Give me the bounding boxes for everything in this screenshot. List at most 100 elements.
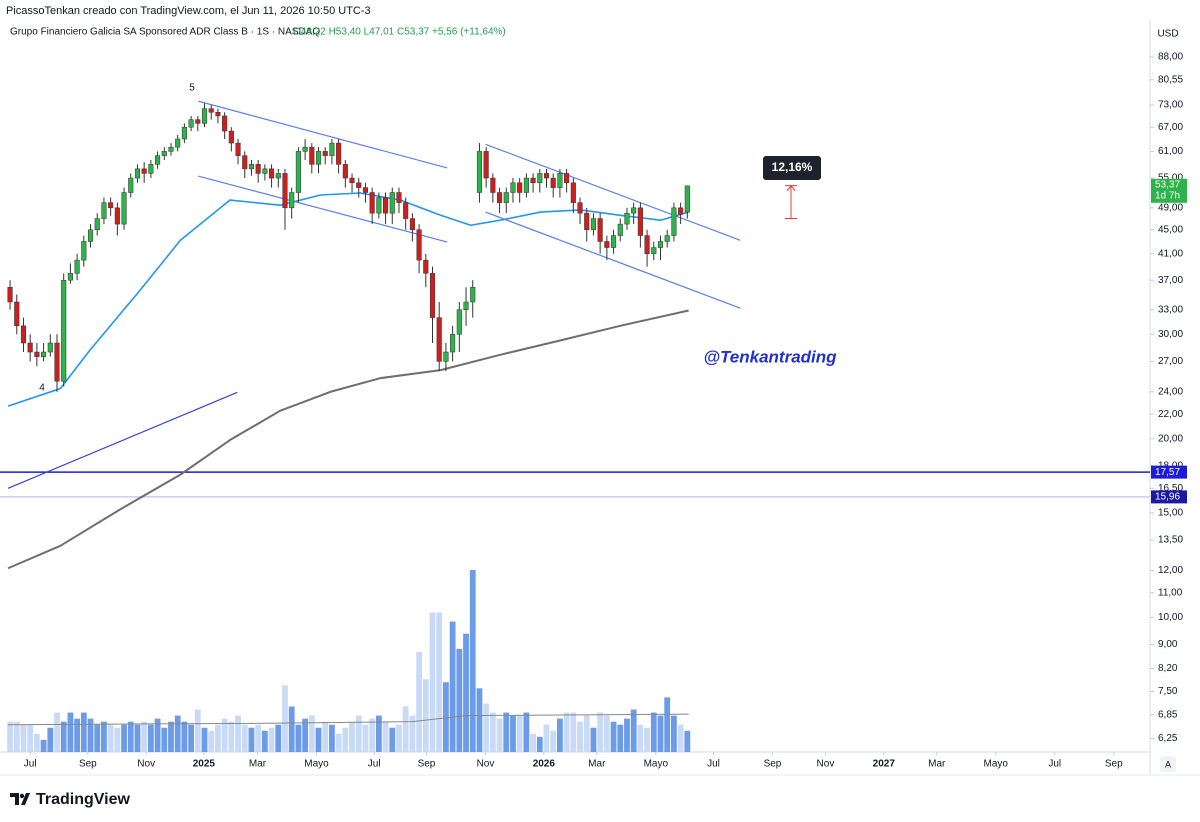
volume-bar	[147, 724, 154, 752]
volume-bar	[342, 727, 349, 752]
candle-body	[41, 351, 47, 357]
auto-scale-label[interactable]: A	[1165, 759, 1171, 769]
candle-body	[463, 301, 469, 310]
candle-body	[74, 259, 80, 274]
volume-bar	[530, 733, 536, 752]
plot: 12,16%	[0, 100, 1150, 752]
y-tick-label: 37,00	[1158, 275, 1183, 286]
candle-body	[570, 182, 576, 203]
volume-bar	[590, 727, 597, 752]
y-tick-label: 8,20	[1158, 663, 1178, 674]
volume-bar	[74, 718, 81, 752]
currency: USD	[1157, 29, 1178, 40]
candle-body	[148, 164, 154, 174]
candle-body	[564, 173, 570, 184]
candle-body	[87, 229, 94, 242]
y-tick-label: 45,00	[1158, 224, 1183, 235]
x-tick-label: Jul	[707, 759, 720, 770]
volume-bar	[194, 709, 201, 752]
y-tick-label: 6,85	[1158, 709, 1178, 720]
volume-bar	[101, 721, 107, 752]
x-tick-label: Mar	[588, 759, 606, 770]
candle-body	[201, 108, 208, 124]
x-tick-label: Mayo	[304, 759, 329, 770]
volume-bar	[60, 721, 67, 752]
candle-body	[114, 207, 120, 225]
candle-body	[664, 235, 670, 242]
volume-bar	[664, 697, 671, 752]
price-label: 15,96	[1155, 492, 1180, 503]
volume-bar	[684, 730, 691, 752]
candle-body	[456, 309, 462, 335]
candle-body	[651, 247, 657, 255]
volume-bar	[349, 721, 355, 752]
volume-bar	[355, 715, 362, 752]
candle-body	[322, 151, 328, 156]
moving-average	[7, 192, 689, 407]
candle-body	[47, 342, 53, 353]
price-label-box	[1151, 465, 1187, 479]
volume-bar	[114, 727, 121, 752]
candle-body	[389, 192, 395, 214]
volume-bar	[416, 651, 422, 752]
y-tick-label: 24,00	[1158, 386, 1183, 397]
volume-bar	[429, 612, 436, 752]
volume-bar	[241, 724, 248, 752]
candle-body	[309, 146, 315, 165]
volume-bar	[255, 724, 262, 752]
candle-body	[342, 164, 348, 179]
volume-bar	[456, 648, 463, 752]
volume-bar	[161, 727, 168, 752]
volume-bar	[469, 570, 476, 752]
volume-bar	[33, 733, 40, 752]
candle-body	[590, 218, 596, 231]
volume-bar	[141, 721, 148, 752]
y-tick-label: 12,00	[1158, 565, 1183, 576]
volume-bar	[617, 724, 624, 752]
candle-body	[315, 151, 322, 165]
volume-bar	[215, 724, 221, 752]
candle-body	[530, 177, 536, 184]
volume-bar	[181, 721, 188, 752]
volume-bar	[54, 712, 60, 752]
volume-bar	[47, 727, 54, 752]
trend-line	[7, 391, 238, 489]
x-tick-label: Mar	[249, 759, 267, 770]
candle-body	[195, 119, 201, 124]
candle-body	[490, 177, 496, 193]
candle-body	[396, 192, 402, 203]
price-label-countdown: 1d 7h	[1155, 190, 1180, 201]
candle-body	[208, 108, 214, 113]
volume-bar	[510, 715, 516, 752]
moving-average	[7, 309, 689, 570]
volume-bar	[463, 633, 469, 752]
candle-body	[644, 235, 650, 255]
volume-bar	[362, 724, 369, 752]
volume-bar	[288, 706, 295, 752]
y-tick-label: 11,00	[1158, 587, 1183, 598]
x-tick-label: 2027	[873, 759, 896, 770]
logo-dot	[19, 793, 25, 799]
candle-body	[503, 192, 509, 203]
volume-bar	[396, 724, 402, 752]
y-tick-label: 73,00	[1158, 100, 1183, 111]
logo	[10, 793, 30, 805]
candle-body	[403, 202, 409, 219]
trend-line	[198, 175, 448, 243]
candle-body	[108, 202, 114, 209]
candle-body	[678, 207, 684, 215]
y-tick-label: 13,50	[1158, 535, 1183, 546]
volume-bar	[650, 712, 657, 752]
volume-bar	[671, 715, 677, 752]
y-tick-label: 7,50	[1158, 686, 1178, 697]
candle-body	[242, 155, 248, 170]
volume-bar	[329, 724, 335, 752]
x-tick-label: Jul	[368, 759, 381, 770]
candle-body	[443, 351, 449, 362]
auto-scale-button[interactable]	[1160, 756, 1176, 772]
volume-bar	[523, 712, 530, 752]
candle-body	[550, 177, 556, 188]
candle-body	[94, 218, 100, 231]
candle-body	[161, 151, 167, 156]
